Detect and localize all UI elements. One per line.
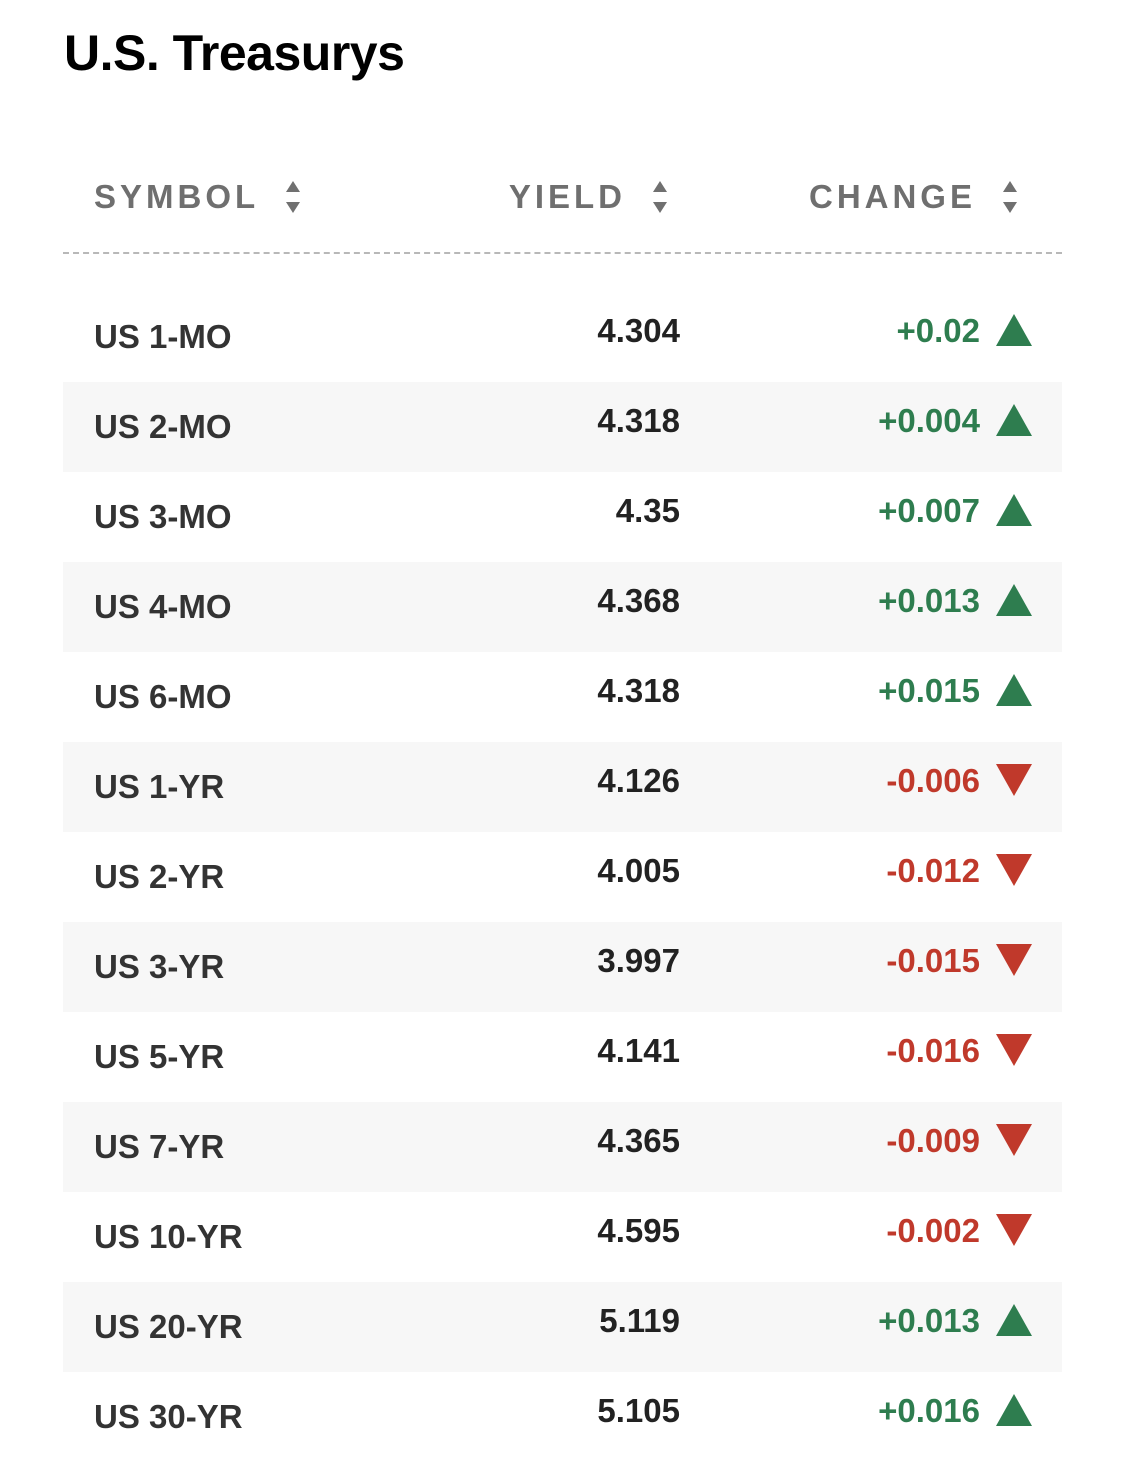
table-row[interactable]: US 3-YR 3.997 -0.015: [63, 922, 1062, 1012]
table-row[interactable]: US 7-YR 4.365 -0.009: [63, 1102, 1062, 1192]
change-cell: -0.012: [886, 852, 980, 889]
table-row[interactable]: US 4-MO 4.368 +0.013: [63, 562, 1062, 652]
change-cell: +0.02: [896, 312, 981, 349]
triangle-down-icon: [996, 1034, 1032, 1066]
table-row[interactable]: US 20-YR 5.119 +0.013: [63, 1282, 1062, 1372]
triangle-up-icon: [996, 674, 1032, 706]
symbol-cell[interactable]: US 6-MO: [94, 678, 232, 715]
yield-cell: 4.141: [597, 1032, 680, 1069]
yield-header-label: YIELD: [508, 178, 626, 215]
sort-icon: [285, 178, 301, 216]
change-cell: +0.004: [878, 402, 980, 439]
yield-cell: 4.365: [597, 1122, 680, 1159]
table-row[interactable]: US 30-YR 5.105 +0.016: [63, 1372, 1062, 1462]
yield-cell: 4.318: [597, 672, 680, 709]
yield-cell: 4.35: [615, 492, 680, 529]
symbol-cell[interactable]: US 7-YR: [94, 1128, 225, 1165]
sort-icon: [1002, 178, 1018, 216]
symbol-cell[interactable]: US 4-MO: [94, 588, 232, 625]
symbol-header-label: SYMBOL: [94, 178, 260, 215]
change-cell: +0.013: [878, 1302, 980, 1339]
symbol-cell[interactable]: US 1-YR: [94, 768, 225, 805]
table-row[interactable]: US 3-MO 4.35 +0.007: [63, 472, 1062, 562]
sort-by-yield-button[interactable]: YIELD: [509, 178, 668, 216]
triangle-up-icon: [996, 404, 1032, 436]
triangle-down-icon: [996, 944, 1032, 976]
symbol-cell[interactable]: US 3-MO: [94, 498, 232, 535]
change-cell: +0.007: [878, 492, 980, 529]
change-cell: -0.002: [886, 1212, 980, 1249]
change-header-label: CHANGE: [808, 178, 976, 215]
symbol-cell[interactable]: US 1-MO: [94, 318, 232, 355]
sort-by-change-button[interactable]: CHANGE: [809, 178, 1018, 216]
yield-cell: 4.126: [597, 762, 680, 799]
table-header: SYMBOL YIELD CHANGE: [63, 160, 1062, 254]
triangle-up-icon: [996, 1304, 1032, 1336]
yield-cell: 4.368: [597, 582, 680, 619]
symbol-cell[interactable]: US 20-YR: [94, 1308, 243, 1345]
page-title: U.S. Treasurys: [64, 25, 405, 81]
sort-icon: [652, 178, 668, 216]
table-row[interactable]: US 6-MO 4.318 +0.015: [63, 652, 1062, 742]
change-cell: +0.015: [878, 672, 980, 709]
table-row[interactable]: US 5-YR 4.141 -0.016: [63, 1012, 1062, 1102]
yield-cell: 4.318: [597, 402, 680, 439]
triangle-up-icon: [996, 584, 1032, 616]
table-row[interactable]: US 1-MO 4.304 +0.02: [63, 292, 1062, 382]
change-cell: +0.016: [878, 1392, 980, 1429]
triangle-down-icon: [996, 1124, 1032, 1156]
triangle-up-icon: [996, 1394, 1032, 1426]
yield-cell: 4.304: [597, 312, 680, 349]
triangle-up-icon: [996, 314, 1032, 346]
table-body: US 1-MO 4.304 +0.02 US 2-MO 4.318 +0.004 US 3-…: [63, 292, 1062, 1462]
symbol-cell[interactable]: US 2-MO: [94, 408, 232, 445]
triangle-down-icon: [996, 764, 1032, 796]
yield-cell: 5.119: [599, 1302, 680, 1339]
change-cell: -0.009: [886, 1122, 980, 1159]
change-cell: -0.016: [886, 1032, 980, 1069]
table-row[interactable]: US 10-YR 4.595 -0.002: [63, 1192, 1062, 1282]
yield-cell: 3.997: [597, 942, 680, 979]
change-cell: +0.013: [878, 582, 980, 619]
yield-cell: 4.005: [597, 852, 680, 889]
table-row[interactable]: US 2-MO 4.318 +0.004: [63, 382, 1062, 472]
triangle-down-icon: [996, 854, 1032, 886]
symbol-cell[interactable]: US 5-YR: [94, 1038, 225, 1075]
table-row[interactable]: US 1-YR 4.126 -0.006: [63, 742, 1062, 832]
symbol-cell[interactable]: US 2-YR: [94, 858, 225, 895]
triangle-up-icon: [996, 494, 1032, 526]
change-cell: -0.006: [886, 762, 980, 799]
symbol-cell[interactable]: US 10-YR: [94, 1218, 243, 1255]
symbol-cell[interactable]: US 3-YR: [94, 948, 225, 985]
change-cell: -0.015: [886, 942, 980, 979]
yield-cell: 5.105: [597, 1392, 680, 1429]
symbol-cell[interactable]: US 30-YR: [94, 1398, 243, 1435]
sort-by-symbol-button[interactable]: SYMBOL: [94, 178, 301, 216]
table-row[interactable]: US 2-YR 4.005 -0.012: [63, 832, 1062, 922]
triangle-down-icon: [996, 1214, 1032, 1246]
yield-cell: 4.595: [597, 1212, 680, 1249]
treasurys-table: SYMBOL YIELD CHANGE US 1-MO 4.304 +0.02 US …: [63, 160, 1062, 1462]
